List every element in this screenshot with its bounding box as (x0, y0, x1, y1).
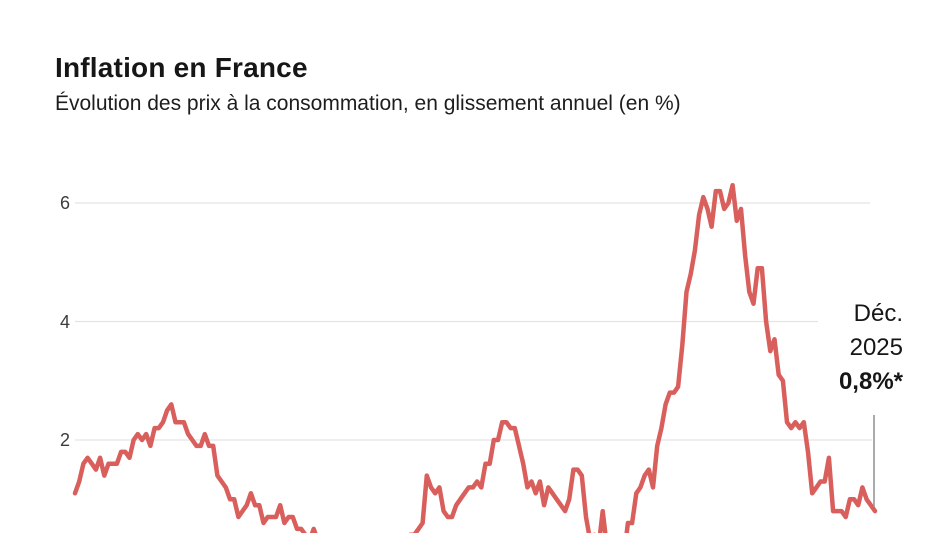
y-axis-tick-label: 2 (59, 430, 70, 450)
gridlines (75, 202, 872, 441)
inflation-line-series (72, 182, 878, 533)
y-axis-tick-label: 4 (59, 311, 70, 332)
endpoint-annotation: Déc. 2025 0,8%* (832, 297, 903, 399)
chart-subtitle: Évolution des prix à la consommation, en… (55, 92, 681, 115)
annotation-month: Déc. (853, 300, 903, 327)
annotation-year: 2025 (849, 334, 903, 361)
y-axis-tick-label: 6 (59, 193, 70, 213)
chart-title: Inflation en France (55, 52, 308, 83)
annotation-value: 0,8%* (838, 368, 903, 395)
